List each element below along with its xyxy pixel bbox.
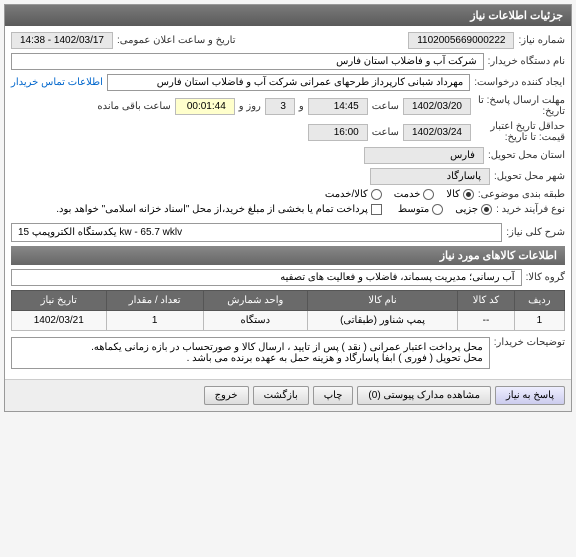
- province-label: استان محل تحویل:: [488, 150, 565, 161]
- table-header-row: ردیف کد کالا نام کالا واحد شمارش تعداد /…: [12, 291, 565, 311]
- cell-date: 1402/03/21: [12, 311, 107, 331]
- desc-label: شرح کلی نیاز:: [506, 227, 565, 238]
- time-label-2: ساعت: [372, 127, 399, 138]
- remain-label: ساعت باقی مانده: [97, 101, 170, 112]
- radio-service[interactable]: خدمت: [394, 189, 435, 200]
- main-panel: جزئیات اطلاعات نیاز شماره نیاز: 11020056…: [4, 4, 572, 412]
- req-number-label: شماره نیاز:: [518, 35, 565, 46]
- validity-label: حداقل تاریخ اعتبار قیمت: تا تاریخ:: [475, 121, 565, 143]
- goods-group-value: آب رسانی؛ مدیریت پسماند، فاضلاب و فعالیت…: [11, 269, 522, 286]
- city-value: پاسارگاد: [370, 168, 490, 185]
- respond-button[interactable]: پاسخ به نیاز: [495, 386, 565, 405]
- radio-small-label: جزیی: [455, 204, 478, 215]
- days-value: 3: [265, 98, 295, 115]
- creator-value: مهرداد شبانی کارپرداز طرحهای عمرانی شرکت…: [107, 74, 470, 91]
- treasury-checkbox: [371, 204, 382, 215]
- radio-goods-circle: [463, 189, 474, 200]
- announce-label: تاریخ و ساعت اعلان عمومی:: [117, 35, 236, 46]
- radio-service-circle: [423, 189, 434, 200]
- purchase-type-group: جزیی متوسط: [398, 204, 492, 215]
- radio-small-circle: [481, 204, 492, 215]
- attachments-count: (0): [368, 390, 380, 401]
- buyer-org-value: شرکت آب و فاضلاب استان فارس: [11, 53, 484, 70]
- radio-goods-service-circle: [371, 189, 382, 200]
- cell-name: پمپ شناور (طبقاتی): [307, 311, 457, 331]
- col-name: نام کالا: [307, 291, 457, 311]
- attachments-button[interactable]: مشاهده مدارک پیوستی (0): [357, 386, 491, 405]
- validity-time: 16:00: [308, 124, 368, 141]
- col-idx: ردیف: [514, 291, 564, 311]
- col-unit: واحد شمارش: [203, 291, 307, 311]
- creator-label: ایجاد کننده درخواست:: [474, 77, 565, 88]
- notes-label: توضیحات خریدار:: [494, 337, 565, 348]
- exit-button[interactable]: خروج: [204, 386, 249, 405]
- radio-goods[interactable]: کالا: [446, 189, 474, 200]
- footer-buttons: پاسخ به نیاز مشاهده مدارک پیوستی (0) چاپ…: [5, 379, 571, 411]
- cell-qty: 1: [106, 311, 203, 331]
- radio-medium-label: متوسط: [398, 204, 429, 215]
- col-qty: تعداد / مقدار: [106, 291, 203, 311]
- cell-code: --: [458, 311, 515, 331]
- contact-link[interactable]: اطلاعات تماس خریدار: [11, 77, 103, 88]
- radio-small[interactable]: جزیی: [455, 204, 492, 215]
- cell-idx: 1: [514, 311, 564, 331]
- form-body: شماره نیاز: 1102005669000222 تاریخ و ساع…: [5, 26, 571, 379]
- col-date: تاریخ نیاز: [12, 291, 107, 311]
- attachments-label: مشاهده مدارک پیوستی: [383, 390, 480, 401]
- back-button[interactable]: بازگشت: [253, 386, 309, 405]
- goods-table: ردیف کد کالا نام کالا واحد شمارش تعداد /…: [11, 290, 565, 331]
- deadline-label: مهلت ارسال پاسخ: تا تاریخ:: [475, 95, 565, 117]
- radio-medium[interactable]: متوسط: [398, 204, 443, 215]
- validity-date: 1402/03/24: [403, 124, 471, 141]
- buyer-org-label: نام دستگاه خریدار:: [488, 56, 565, 67]
- days-label: روز و: [239, 101, 261, 112]
- remain-time: 00:01:44: [175, 98, 235, 115]
- panel-title: جزئیات اطلاعات نیاز: [5, 5, 571, 26]
- treasury-check[interactable]: پرداخت تمام یا بخشی از مبلغ خرید،از محل …: [56, 204, 382, 215]
- radio-goods-service[interactable]: کالا/خدمت: [325, 189, 382, 200]
- col-code: کد کالا: [458, 291, 515, 311]
- treasury-note: پرداخت تمام یا بخشی از مبلغ خرید،از محل …: [56, 204, 368, 215]
- radio-goods-service-label: کالا/خدمت: [325, 189, 368, 200]
- cell-unit: دستگاه: [203, 311, 307, 331]
- and-label: و: [299, 101, 304, 112]
- purchase-type-label: نوع فرآیند خرید :: [496, 204, 565, 215]
- desc-value: یکدستگاه الکتروپمپ 15 kw - 65.7 wklv: [11, 223, 502, 242]
- goods-section-title: اطلاعات کالاهای مورد نیاز: [11, 246, 565, 265]
- category-label: طبقه بندی موضوعی:: [478, 189, 565, 200]
- province-value: فارس: [364, 147, 484, 164]
- goods-group-label: گروه کالا:: [526, 272, 565, 283]
- req-number-value: 1102005669000222: [408, 32, 514, 49]
- table-row[interactable]: 1 -- پمپ شناور (طبقاتی) دستگاه 1 1402/03…: [12, 311, 565, 331]
- radio-service-label: خدمت: [394, 189, 421, 200]
- print-button[interactable]: چاپ: [313, 386, 354, 405]
- notes-value: محل پرداخت اعتبار عمرانی ( نقد ) پس از ت…: [11, 337, 490, 369]
- deadline-date: 1402/03/20: [403, 98, 471, 115]
- announce-value: 1402/03/17 - 14:38: [11, 32, 113, 49]
- time-label-1: ساعت: [372, 101, 399, 112]
- radio-medium-circle: [432, 204, 443, 215]
- category-radio-group: کالا خدمت کالا/خدمت: [325, 189, 474, 200]
- radio-goods-label: کالا: [446, 189, 460, 200]
- deadline-time: 14:45: [308, 98, 368, 115]
- city-label: شهر محل تحویل:: [494, 171, 565, 182]
